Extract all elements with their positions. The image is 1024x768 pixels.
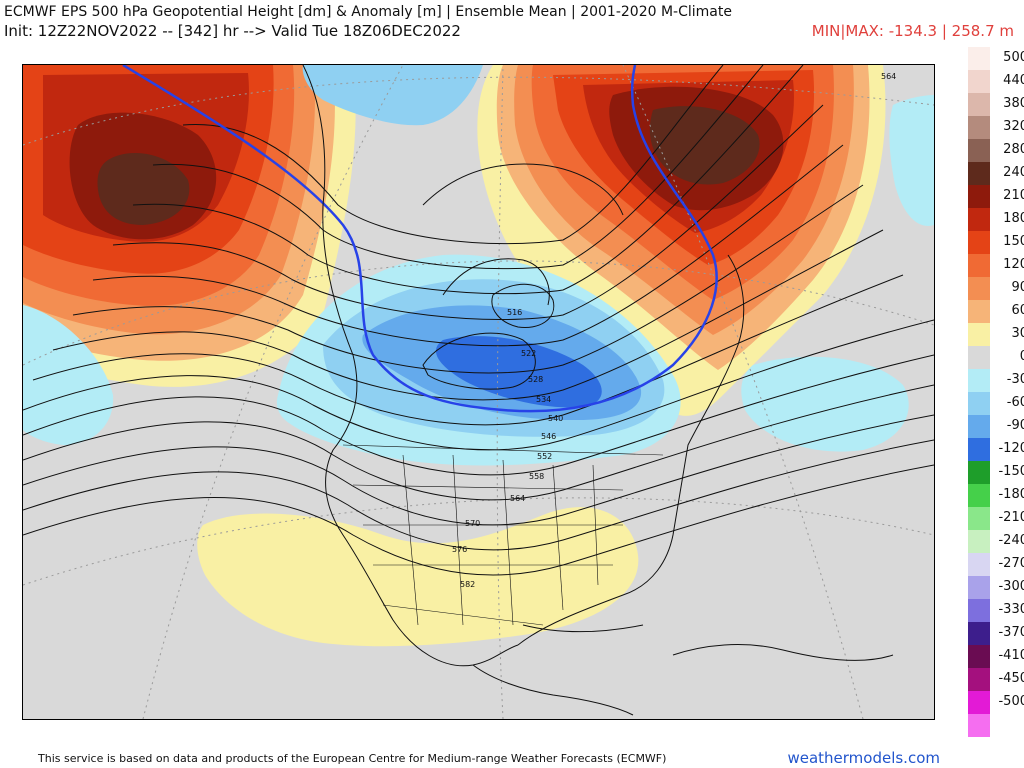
contour-label: 576 (452, 545, 467, 554)
contour-label: 564 (510, 494, 525, 503)
legend-label: -90 (1006, 418, 1024, 433)
map-title: ECMWF EPS 500 hPa Geopotential Height [d… (4, 4, 732, 20)
borders (342, 444, 664, 626)
anomaly-cyan-east (741, 356, 909, 452)
legend-label: -500 (998, 694, 1024, 709)
legend-label: 380 (1003, 96, 1024, 111)
legend-swatch (968, 714, 990, 737)
map-canvas: 564 516 522 528 534 540 546 552 558 564 … (23, 65, 934, 719)
legend-label: 320 (1003, 119, 1024, 134)
contour-label: 540 (548, 414, 563, 423)
anomaly-blue-north (302, 65, 483, 126)
contour-label: 528 (528, 375, 543, 384)
legend-label: 30 (1011, 326, 1024, 341)
legend-label: -330 (998, 602, 1024, 617)
legend-swatch (968, 415, 990, 438)
legend-label: -210 (998, 510, 1024, 525)
legend-label: 60 (1011, 303, 1024, 318)
contour-label: 564 (881, 72, 896, 81)
coastlines (302, 65, 894, 716)
legend-label: 0 (1019, 349, 1024, 364)
legend-label: -30 (1006, 372, 1024, 387)
legend-label: 180 (1003, 211, 1024, 226)
legend-label: -410 (998, 648, 1024, 663)
contour-label: 534 (536, 395, 551, 404)
minmax-readout: MIN|MAX: -134.3 | 258.7 m (811, 22, 1014, 40)
legend-swatch (968, 70, 990, 93)
legend-swatch (968, 231, 990, 254)
legend-swatch (968, 254, 990, 277)
legend-label: -450 (998, 671, 1024, 686)
anomaly-cyan-ne (889, 95, 934, 226)
legend-swatch (968, 277, 990, 300)
legend-label: -370 (998, 625, 1024, 640)
anomaly-map: 564 516 522 528 534 540 546 552 558 564 … (22, 64, 935, 720)
ridge-west-anomaly (23, 65, 356, 387)
legend-swatch (968, 438, 990, 461)
graticule (23, 65, 934, 719)
legend-swatch (968, 507, 990, 530)
contour-label: 552 (537, 452, 552, 461)
contour-label: 522 (521, 349, 536, 358)
legend-swatch (968, 645, 990, 668)
height-540-line (122, 65, 718, 413)
legend-swatch (968, 300, 990, 323)
anomaly-yellow-south (197, 507, 639, 647)
ridge-east-anomaly (477, 65, 886, 416)
legend-swatch (968, 576, 990, 599)
legend-label: -180 (998, 487, 1024, 502)
legend-swatch (968, 691, 990, 714)
legend-swatch (968, 47, 990, 70)
legend-swatch (968, 162, 990, 185)
legend-label: -150 (998, 464, 1024, 479)
legend-swatch (968, 530, 990, 553)
attribution-text: This service is based on data and produc… (38, 752, 667, 765)
legend-label: -300 (998, 579, 1024, 594)
legend-swatch (968, 185, 990, 208)
contour-label: 546 (541, 432, 556, 441)
legend-label: -270 (998, 556, 1024, 571)
legend-label: 500 (1003, 50, 1024, 65)
legend-swatch (968, 139, 990, 162)
anomaly-cyan-west (23, 305, 114, 445)
legend-swatch (968, 599, 990, 622)
legend-label: 440 (1003, 73, 1024, 88)
legend-label: -60 (1006, 395, 1024, 410)
legend-label: -240 (998, 533, 1024, 548)
legend-label: 210 (1003, 188, 1024, 203)
legend-label: -120 (998, 441, 1024, 456)
legend-swatch (968, 116, 990, 139)
legend-swatch (968, 461, 990, 484)
contour-label: 558 (529, 472, 544, 481)
contour-label: 570 (465, 519, 480, 528)
legend-swatch (968, 392, 990, 415)
contour-label: 516 (507, 308, 522, 317)
contour-label: 582 (460, 580, 475, 589)
legend-swatch (968, 208, 990, 231)
legend-label: 240 (1003, 165, 1024, 180)
legend-label: 90 (1011, 280, 1024, 295)
legend-swatch (968, 553, 990, 576)
legend-swatch (968, 93, 990, 116)
legend-swatch (968, 484, 990, 507)
legend-label: 120 (1003, 257, 1024, 272)
brand-link[interactable]: weathermodels.com (787, 749, 940, 767)
legend-swatch (968, 323, 990, 346)
legend-swatch (968, 369, 990, 392)
legend-swatch (968, 622, 990, 645)
map-subtitle: Init: 12Z22NOV2022 -- [342] hr --> Valid… (4, 22, 461, 40)
legend-label: 150 (1003, 234, 1024, 249)
height-contours (23, 65, 934, 576)
legend-swatch (968, 346, 990, 369)
legend-swatch (968, 668, 990, 691)
legend-label: 280 (1003, 142, 1024, 157)
